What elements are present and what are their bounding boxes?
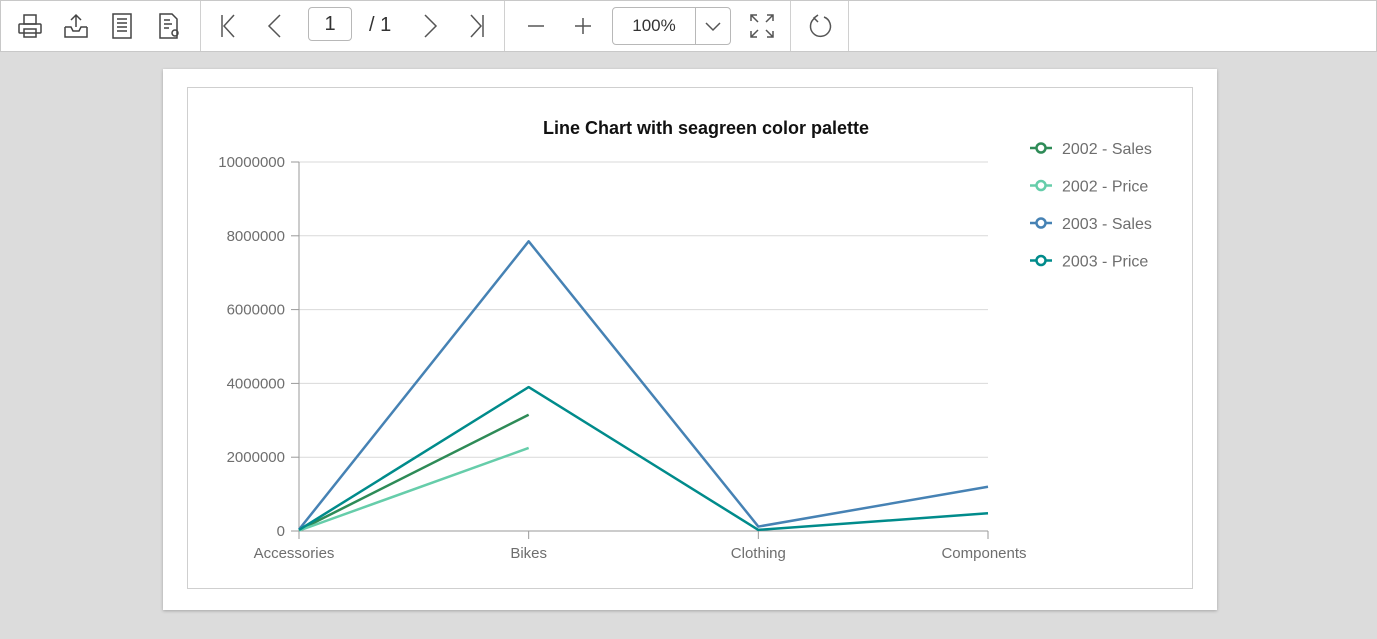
line-chart: Line Chart with seagreen color palette 0… [218,118,1152,562]
page-setup-button[interactable] [106,9,138,43]
legend-marker [1035,254,1047,267]
x-tick-label: Accessories [254,545,335,562]
x-tick-label: Components [941,545,1026,562]
page-total-label: / 1 [369,14,392,36]
legend-label: 2003 - Sales [1062,216,1152,233]
page-number-input[interactable] [308,7,352,41]
print-layout-button[interactable] [153,9,185,43]
y-tick-label: 6000000 [227,302,285,319]
legend-label: 2002 - Sales [1062,141,1152,158]
x-tick-label: Bikes [510,545,547,562]
series-line [298,446,530,532]
previous-page-icon [267,14,281,38]
y-tick-label: 2000000 [227,449,285,466]
zoom-select[interactable]: 100% [612,7,731,45]
zoom-in-icon [575,18,591,34]
fit-page-button[interactable] [746,9,778,43]
axis-layer: 0 2000000 4000000 6000000 8000000 10000000 Acc… [218,154,1026,562]
series-line [298,413,530,532]
print-button[interactable] [14,9,46,43]
legend-item[interactable]: 2002 - Sales [1030,141,1152,158]
refresh-button[interactable] [804,9,836,43]
next-page-icon [424,14,438,38]
grid-layer [299,161,988,532]
y-tick-label: 0 [277,523,285,540]
legend-label: 2003 - Price [1062,254,1148,271]
chart-title: Line Chart with seagreen color palette [543,118,869,138]
series-line [298,385,989,532]
zoom-out-button[interactable] [520,9,552,43]
legend-marker [1035,179,1047,192]
legend-item[interactable]: 2003 - Sales [1030,216,1152,233]
last-page-icon [470,14,484,38]
report-page: Line Chart with seagreen color palette 0… [163,69,1217,610]
refresh-icon [809,14,832,38]
zoom-value: 100% [632,16,676,35]
print-layout-icon [159,13,179,39]
legend-label: 2002 - Price [1062,179,1148,196]
chevron-down-icon [705,22,721,32]
first-page-button[interactable] [212,9,244,43]
toolbar-separator [848,1,849,51]
toolbar-separator [200,1,201,51]
zoom-out-icon [528,25,544,27]
legend-item[interactable]: 2003 - Price [1030,254,1148,271]
y-tick-label: 4000000 [227,375,285,392]
next-page-button[interactable] [414,9,446,43]
first-page-icon [221,14,235,38]
page-setup-icon [112,13,132,39]
last-page-button[interactable] [461,9,493,43]
series-line [298,240,989,531]
legend: 2002 - Sales 2002 - Price 2003 - Sales 2003… [1030,141,1152,271]
legend-marker [1035,142,1047,154]
toolbar: / 1 100% [0,0,1377,52]
export-button[interactable] [60,9,92,43]
print-icon [18,14,42,38]
toolbar-separator [504,1,505,51]
previous-page-button[interactable] [259,9,291,43]
legend-item[interactable]: 2002 - Price [1030,179,1148,196]
zoom-in-button[interactable] [567,9,599,43]
chart-frame: Line Chart with seagreen color palette 0… [187,87,1193,589]
fit-page-icon [750,14,774,38]
toolbar-separator [790,1,791,51]
legend-marker [1035,217,1047,229]
zoom-dropdown-button[interactable] [696,8,730,44]
zoom-divider [695,8,696,44]
export-icon [64,13,88,38]
series-layer [298,240,989,532]
y-tick-label: 8000000 [227,228,285,245]
y-tick-label: 10000000 [218,154,285,171]
x-tick-label: Clothing [731,545,786,562]
